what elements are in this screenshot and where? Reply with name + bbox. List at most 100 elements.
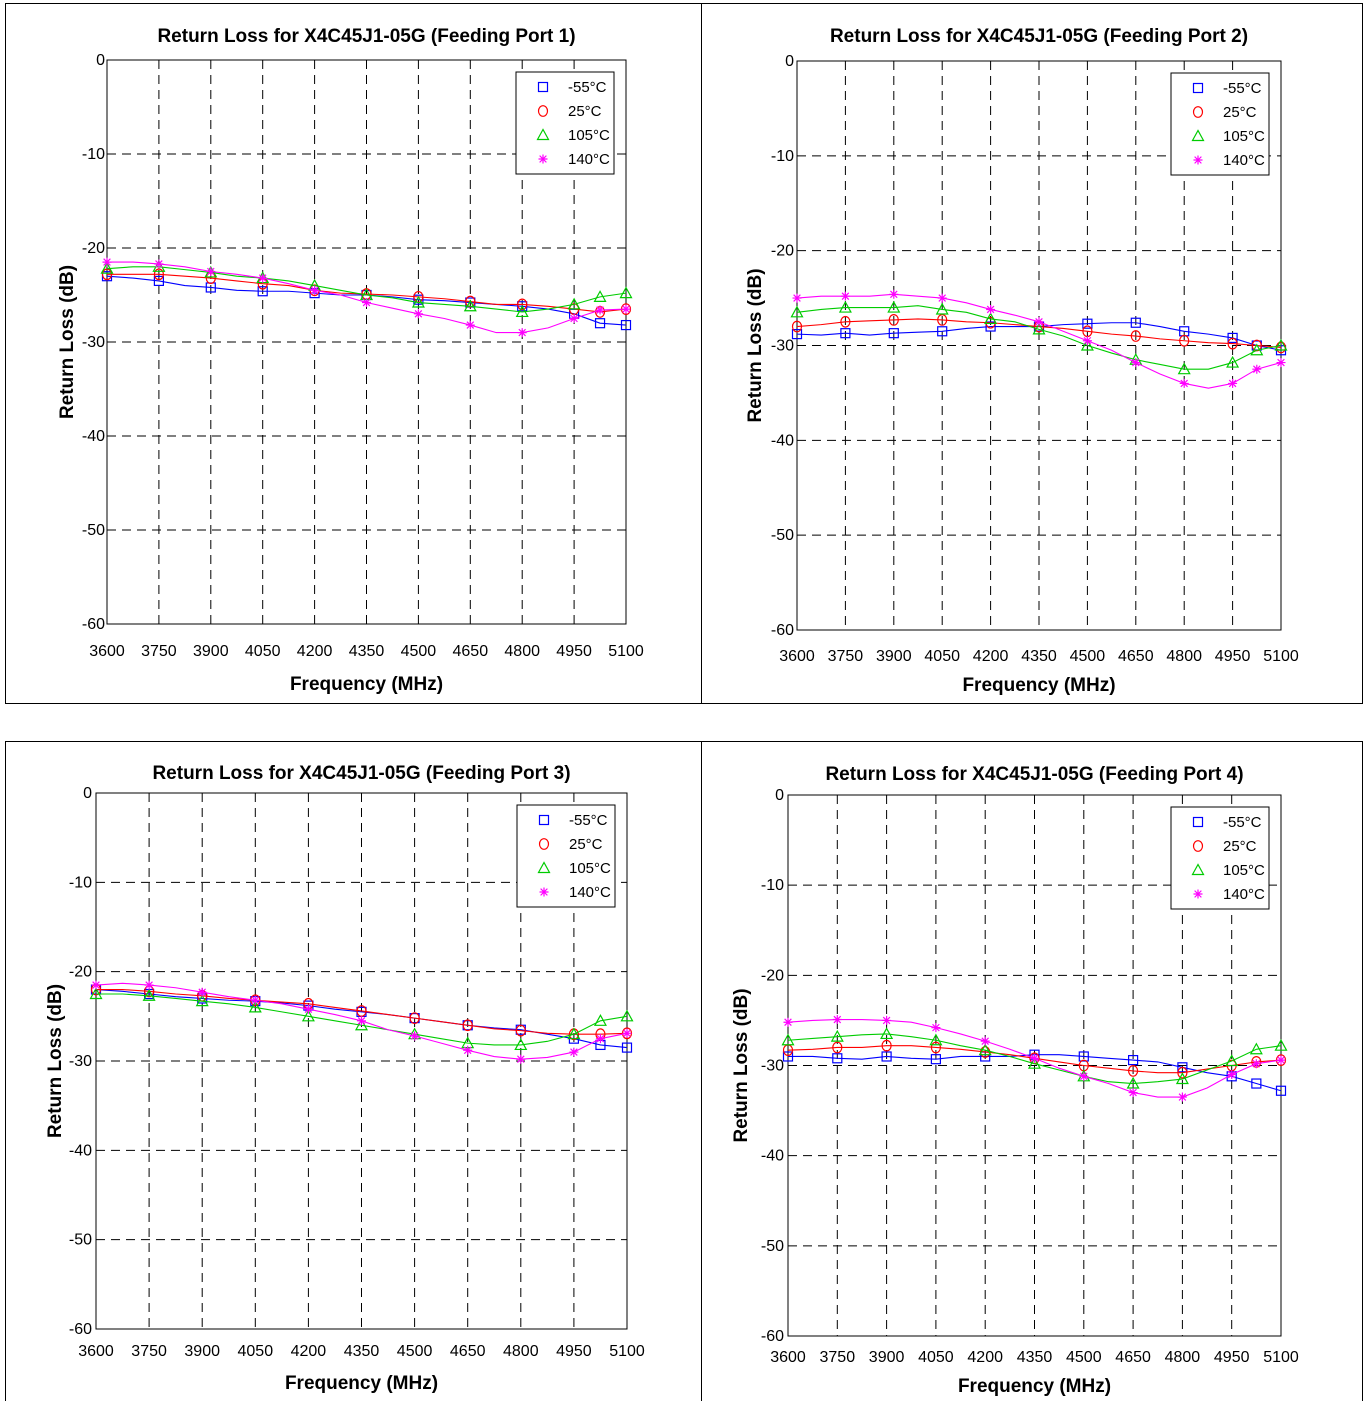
chart-title: Return Loss for X4C45J1-05G (Feeding Por…	[152, 763, 570, 784]
data-point	[1175, 1072, 1189, 1085]
data-point	[1250, 343, 1264, 356]
data-point	[462, 1019, 473, 1032]
data-point	[889, 289, 899, 299]
data-point	[782, 1051, 794, 1062]
y-tick-label: -40	[82, 428, 105, 445]
data-point	[1252, 364, 1262, 374]
chart-panel-port-4: Return Loss for X4C45J1-05G (Feeding Por…	[701, 741, 1363, 1401]
y-tick-label: -30	[771, 338, 794, 355]
x-tick-label: 4050	[924, 648, 960, 665]
legend-marker	[538, 838, 550, 850]
data-point	[195, 994, 209, 1007]
legend-marker	[539, 887, 549, 897]
legend-label: -55°C	[1223, 80, 1262, 97]
legend-label: 105°C	[1223, 862, 1265, 879]
y-tick-label: -40	[761, 1148, 784, 1165]
y-tick-label: 0	[785, 53, 794, 70]
y-tick-label: -30	[761, 1058, 784, 1075]
data-point	[1082, 336, 1092, 346]
data-point	[465, 320, 475, 330]
data-point	[1128, 1088, 1138, 1098]
data-point	[303, 1004, 313, 1014]
x-tick-label: 4650	[1115, 1349, 1151, 1366]
data-point	[1130, 317, 1141, 328]
y-tick-label: -30	[69, 1053, 92, 1070]
x-tick-label: 4500	[1066, 1349, 1102, 1366]
data-point	[409, 1012, 420, 1025]
data-point	[888, 328, 899, 339]
x-tick-label: 3600	[78, 1343, 114, 1360]
data-point	[620, 319, 632, 331]
y-tick-label: -60	[771, 622, 794, 639]
legend-marker	[538, 154, 548, 164]
chart-panel-port-3: Return Loss for X4C45J1-05G (Feeding Por…	[5, 741, 702, 1401]
data-point	[1251, 1078, 1262, 1089]
x-tick-label: 3750	[131, 1343, 167, 1360]
series-line	[106, 266, 627, 313]
data-point	[792, 293, 802, 303]
data-point	[413, 294, 424, 305]
data-point	[1034, 317, 1044, 327]
x-tick-label: 4650	[1118, 648, 1154, 665]
data-point	[619, 286, 633, 299]
series-circle	[791, 313, 1287, 354]
legend: -55°C 25°C 105°C 140°C	[516, 804, 616, 908]
data-point	[567, 297, 581, 310]
data-point	[569, 1047, 579, 1057]
data-point	[1251, 1059, 1261, 1069]
x-tick-label: 5100	[608, 643, 644, 660]
data-point	[413, 309, 423, 319]
series-star	[792, 289, 1286, 389]
x-tick-label: 5100	[1263, 1349, 1299, 1366]
legend-label: 140°C	[1223, 152, 1265, 169]
data-point	[882, 1015, 892, 1025]
data-point	[362, 298, 371, 308]
data-point	[514, 1038, 528, 1051]
data-point	[840, 328, 851, 339]
x-tick-label: 4050	[918, 1349, 954, 1366]
data-point	[1078, 1051, 1089, 1062]
x-tick-label: 3600	[89, 643, 125, 660]
data-point	[594, 318, 606, 329]
data-point	[595, 305, 605, 315]
x-axis-label: Frequency (MHz)	[290, 674, 443, 695]
data-point	[248, 1000, 262, 1013]
data-point	[1177, 362, 1191, 375]
data-point	[567, 1027, 581, 1040]
y-tick-label: -50	[771, 527, 794, 544]
y-tick-label: -20	[761, 967, 784, 984]
data-point	[250, 995, 260, 1005]
legend-marker	[1192, 816, 1204, 828]
data-point	[463, 1045, 473, 1055]
x-tick-label: 3900	[193, 643, 229, 660]
data-point	[197, 987, 207, 997]
data-point	[1227, 332, 1238, 344]
data-point	[980, 1036, 990, 1046]
data-point	[102, 257, 112, 267]
legend-marker	[537, 861, 551, 874]
legend-label: 25°C	[1223, 104, 1257, 121]
data-point	[781, 1033, 795, 1046]
data-point	[516, 1054, 526, 1064]
y-tick-label: -10	[82, 146, 105, 163]
data-point	[978, 1043, 992, 1056]
data-point	[258, 273, 268, 283]
x-tick-label: 4650	[450, 1343, 486, 1360]
data-point	[1080, 338, 1094, 351]
data-point	[984, 312, 998, 325]
data-point	[621, 304, 631, 314]
data-point	[357, 1016, 366, 1026]
series-line	[107, 273, 627, 313]
return-loss-chart-4: Return Loss for X4C45J1-05G (Feeding Por…	[731, 764, 1299, 1397]
data-point	[931, 1023, 941, 1033]
legend-marker	[1192, 106, 1204, 118]
chart-title: Return Loss for X4C45J1-05G (Feeding Por…	[830, 26, 1248, 47]
data-point	[91, 980, 101, 990]
data-point	[620, 1009, 634, 1022]
data-point	[153, 275, 164, 286]
x-tick-label: 3600	[770, 1349, 806, 1366]
series-star	[102, 257, 631, 338]
data-point	[1177, 1066, 1188, 1079]
data-point	[935, 302, 949, 315]
data-point	[310, 285, 320, 295]
